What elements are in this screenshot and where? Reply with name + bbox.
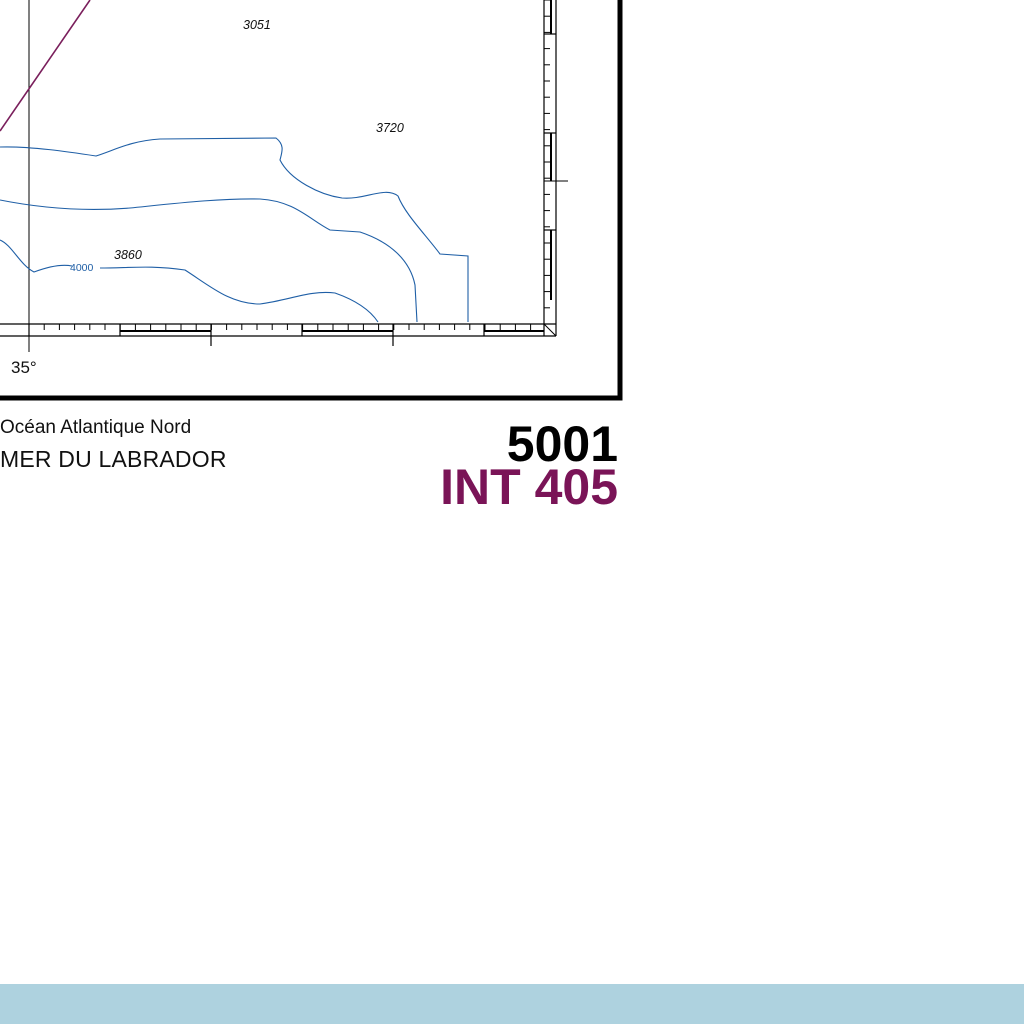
limit-line xyxy=(0,0,91,132)
scale-bar-segment xyxy=(120,330,211,332)
scale-bar-segment xyxy=(484,330,544,332)
chart-region-title: Océan Atlantique Nord xyxy=(0,417,192,438)
international-chart-number: INT 405 xyxy=(440,459,618,515)
depth-sounding: 3051 xyxy=(243,18,271,32)
scale-bar-segment xyxy=(550,230,552,300)
scale-bar-segment xyxy=(550,0,552,34)
graduated-border xyxy=(0,0,557,337)
contour-label: 4000 xyxy=(70,262,94,274)
depth-contour-line xyxy=(0,239,379,323)
longitude-label: 35° xyxy=(11,358,37,377)
depth-soundings: 3051 3720 3860 xyxy=(114,18,404,262)
depth-sounding: 3860 xyxy=(114,248,142,262)
depth-contours xyxy=(0,137,469,323)
depth-contour-line xyxy=(0,137,469,322)
depth-sounding: 3720 xyxy=(376,121,404,135)
depth-contour-line xyxy=(0,198,418,323)
national-chart-number: 5001 xyxy=(506,416,618,472)
outer-border-frame xyxy=(0,0,623,401)
footer-band xyxy=(0,984,1024,1024)
scale-bar-segment xyxy=(550,133,552,181)
border-scale-ticks xyxy=(28,0,556,346)
chart-sea-title: MER DU LABRADOR xyxy=(0,446,227,472)
scale-bar-segment xyxy=(302,330,393,332)
